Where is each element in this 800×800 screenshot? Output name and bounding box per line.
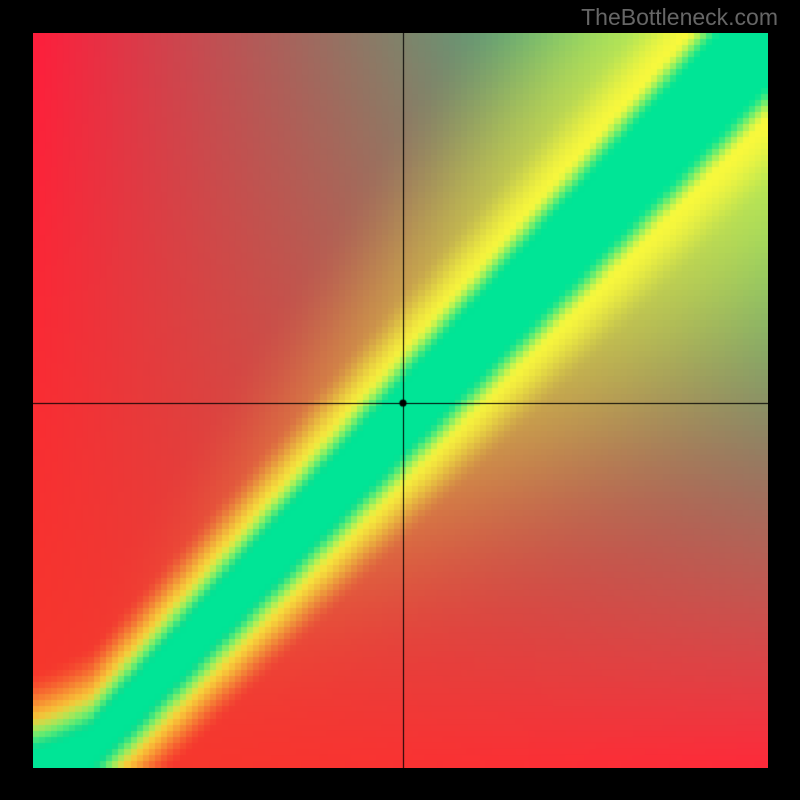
root-container: { "watermark": { "text": "TheBottleneck.… (0, 0, 800, 800)
watermark-text: TheBottleneck.com (581, 4, 778, 31)
bottleneck-heatmap (33, 33, 768, 768)
